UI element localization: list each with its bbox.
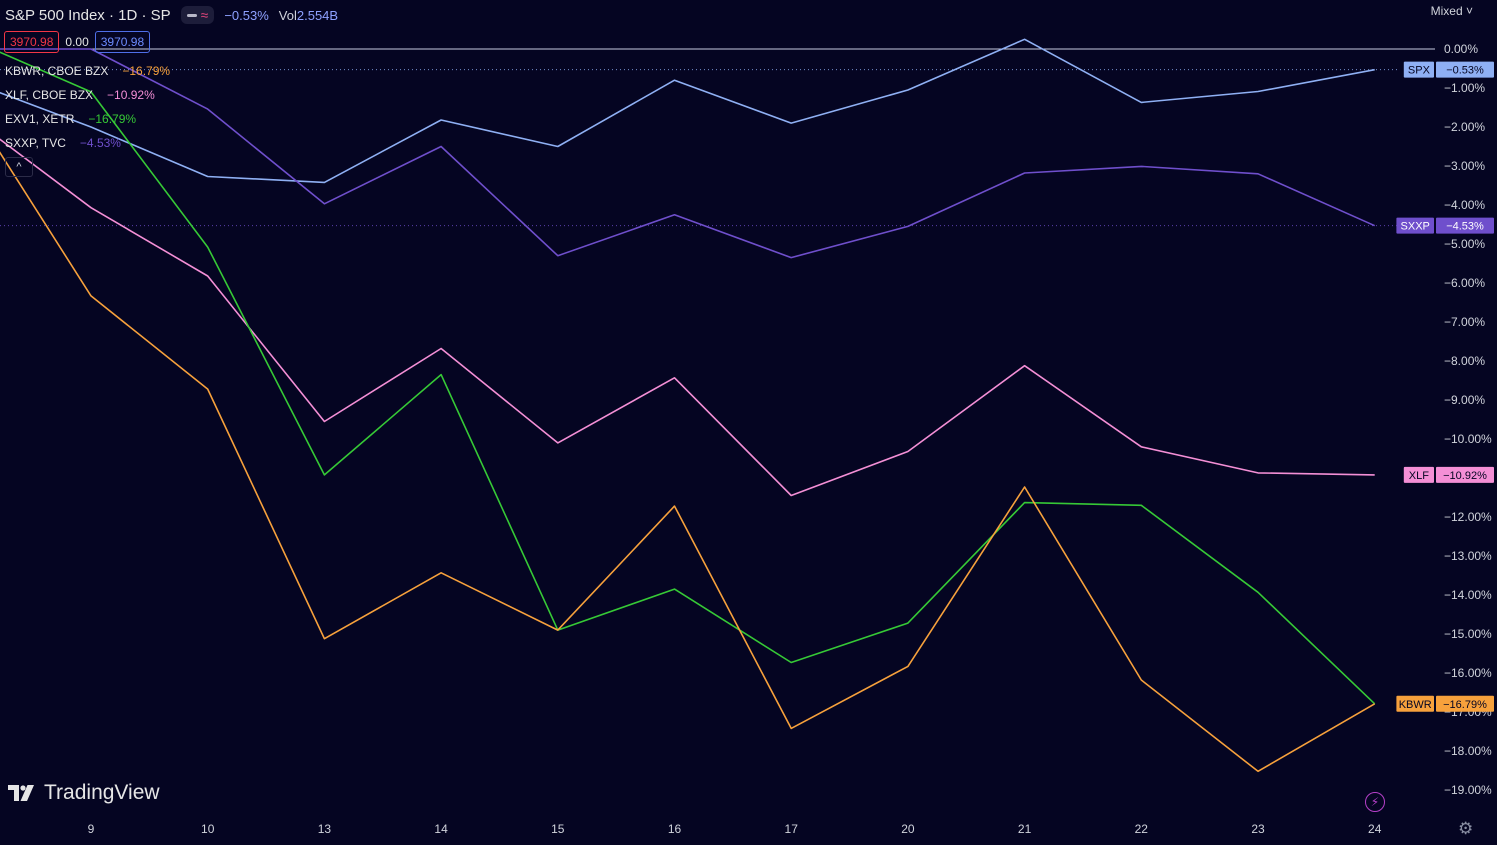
sell-price-button[interactable]: 3970.98 [4, 31, 60, 53]
y-tick-label: −4.00% [1444, 198, 1485, 212]
volume-label: Vol [278, 7, 297, 23]
legend-value: −16.79% [88, 112, 137, 126]
series-line-xlf[interactable] [0, 127, 1375, 497]
axis-value-text: −10.92% [1443, 470, 1487, 482]
axis-value-text: −16.79% [1443, 699, 1487, 711]
y-tick-label: −16.00% [1444, 666, 1492, 680]
chevron-up-icon: ^ [16, 161, 22, 173]
y-tick-label: −18.00% [1444, 744, 1492, 758]
tradingview-logo: TradingView [8, 781, 160, 805]
x-tick-label: 15 [551, 822, 565, 836]
y-tick-label: −8.00% [1444, 354, 1485, 368]
y-tick-label: −6.00% [1444, 276, 1485, 290]
legend-name: XLF, CBOE BZX [5, 88, 94, 102]
y-tick-label: −15.00% [1444, 627, 1492, 641]
y-tick-label: −10.00% [1444, 432, 1492, 446]
axis-value-tag [1436, 695, 1494, 712]
scale-mode-dropdown[interactable]: Mixed ˅ [1431, 4, 1473, 18]
y-tick-label: −13.00% [1444, 549, 1492, 563]
axis-label-kbwr[interactable]: KBWR −16.79% [1396, 695, 1494, 712]
chevron-down-icon: ˅ [1462, 4, 1473, 18]
axis-label-sxxp[interactable]: SXXP −4.53% [1396, 217, 1494, 234]
axis-value-tag [1436, 217, 1494, 234]
chart-style-toggle[interactable]: ≈ [180, 6, 215, 24]
y-tick-label: −2.00% [1444, 120, 1485, 134]
axis-name-tag [1396, 695, 1434, 712]
scale-mode-label: Mixed [1430, 4, 1463, 18]
volume-value: 2.554B [296, 7, 339, 23]
line-style-icon [186, 13, 197, 17]
spread-value: 0.00 [65, 35, 89, 49]
legend-value: −16.79% [122, 64, 171, 78]
y-tick-label: −5.00% [1444, 237, 1485, 251]
x-tick-label: 20 [901, 822, 915, 836]
axis-name-tag [1403, 61, 1434, 78]
buy-price-button[interactable]: 3970.98 [94, 31, 151, 53]
x-tick-label: 10 [201, 822, 215, 836]
wave-icon: ≈ [200, 7, 209, 23]
gear-icon[interactable]: ⚙ [1458, 819, 1474, 838]
y-tick-label: −19.00% [1444, 783, 1492, 797]
x-tick-label: 17 [785, 822, 799, 836]
axis-name-tag [1403, 466, 1434, 483]
lightning-icon[interactable]: ⚡ [1365, 792, 1385, 812]
x-tick-label: 14 [434, 822, 448, 836]
legend-value: −4.53% [79, 136, 121, 150]
x-tick-label: 22 [1135, 822, 1149, 836]
axis-label-xlf[interactable]: XLF −10.92% [1403, 466, 1494, 483]
x-tick-label: 13 [318, 822, 332, 836]
legend-item-exv1[interactable]: EXV1, XETR −16.79% [5, 112, 136, 126]
legend-item-xlf[interactable]: XLF, CBOE BZX −10.92% [5, 88, 155, 102]
y-tick-label: −12.00% [1444, 510, 1492, 524]
legend-value: −10.92% [107, 88, 155, 102]
legend-item-sxxp[interactable]: SXXP, TVC −4.53% [5, 136, 121, 150]
x-tick-label: 24 [1368, 822, 1382, 836]
series-line-sxxp[interactable] [0, 48, 1376, 259]
legend-name: EXV1, XETR [5, 112, 75, 126]
brand-name: TradingView [44, 781, 160, 804]
volume-readout: Vol2.554B [279, 8, 338, 23]
axis-name-text: KBWR [1399, 699, 1432, 711]
series-line-kbwr[interactable] [0, 127, 1376, 773]
y-tick-label: −3.00% [1444, 159, 1485, 173]
axis-label-spx[interactable]: SPX −0.53% [1403, 61, 1494, 78]
legend-name: KBWR, CBOE BZX [5, 64, 109, 78]
chart-header: S&P 500 Index · 1D · SP ≈ −0.53% Vol2.55… [5, 6, 338, 24]
axis-name-text: SPX [1408, 65, 1431, 77]
y-tick-label: 0.00% [1444, 42, 1478, 56]
tradingview-logo-icon [8, 785, 34, 801]
legend-name: SXXP, TVC [5, 136, 66, 150]
axis-value-text: −4.53% [1446, 221, 1484, 233]
axis-name-tag [1396, 217, 1434, 234]
axis-value-text: −0.53% [1446, 65, 1484, 77]
x-tick-label: 23 [1251, 822, 1265, 836]
x-tick-label: 21 [1018, 822, 1032, 836]
legend-item-kbwr[interactable]: KBWR, CBOE BZX −16.79% [5, 64, 170, 78]
axis-value-tag [1436, 466, 1494, 483]
price-boxes: 3970.98 0.00 3970.98 [4, 31, 151, 53]
y-tick-label: −7.00% [1444, 315, 1485, 329]
axis-name-text: SXXP [1401, 221, 1430, 233]
x-tick-label: 9 [88, 822, 95, 836]
y-tick-label: −14.00% [1444, 588, 1492, 602]
symbol-change: −0.53% [224, 7, 269, 23]
y-tick-label: −9.00% [1444, 393, 1485, 407]
x-tick-label: 16 [668, 822, 682, 836]
axis-name-text: XLF [1409, 470, 1429, 482]
symbol-title[interactable]: S&P 500 Index · 1D · SP [5, 6, 171, 24]
axis-value-tag [1436, 61, 1494, 78]
y-tick-label: −1.00% [1444, 81, 1485, 95]
collapse-legend-button[interactable]: ^ [5, 157, 33, 177]
series-line-exv1[interactable] [0, 45, 1376, 705]
series-line-spx[interactable] [0, 38, 1375, 184]
